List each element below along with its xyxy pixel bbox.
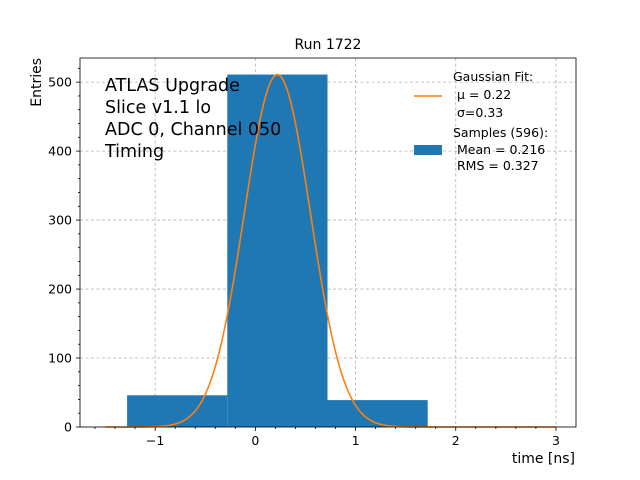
annotation-block: ATLAS Upgrade Slice v1.1 lo ADC 0, Chann…: [104, 76, 281, 162]
gridlines: [80, 58, 576, 428]
histogram-bar-3: [327, 400, 428, 427]
legend-samples-line-3: RMS = 0.327: [457, 158, 539, 173]
annotation-line-3: ADC 0, Channel 050: [105, 120, 281, 140]
x-tick-label: 1: [352, 433, 360, 448]
y-tick-label: 200: [48, 282, 72, 297]
histogram-bars: [127, 74, 428, 427]
legend-fit-line-3: σ=0.33: [457, 105, 503, 120]
y-axis-label: Entries: [29, 58, 45, 107]
legend-samples-line-2: Mean = 0.216: [457, 142, 545, 157]
x-tick-label: −1: [146, 433, 164, 448]
histogram-bar-1: [127, 395, 228, 427]
annotation-line-1: ATLAS Upgrade: [105, 76, 240, 96]
x-tick-label: 3: [552, 433, 560, 448]
y-tick-label: 100: [48, 351, 72, 366]
legend-samples-line-1: Samples (596):: [453, 125, 548, 140]
x-tick-label: 2: [452, 433, 460, 448]
y-tick-label: 0: [64, 420, 72, 435]
legend-samples-swatch: [414, 145, 442, 155]
legend-fit-line-1: Gaussian Fit:: [453, 69, 533, 84]
plot-frame: [79, 57, 577, 428]
annotation-line-2: Slice v1.1 lo: [105, 98, 211, 118]
y-tick-label: 300: [48, 213, 72, 228]
histogram-bar-2: [227, 74, 328, 427]
x-tick-label: 0: [251, 433, 259, 448]
x-axis-label: time [ns]: [512, 451, 575, 467]
axis-ticks: −1 0 1 2 3 0 100 200 300 400 500: [48, 67, 560, 448]
y-tick-label: 500: [48, 75, 72, 90]
legend-fit-line-2: μ = 0.22: [457, 87, 511, 102]
annotation-line-4: Timing: [104, 142, 164, 162]
legend: Gaussian Fit: μ = 0.22 σ=0.33 Samples (5…: [414, 69, 548, 173]
y-tick-label: 400: [48, 144, 72, 159]
chart-title: Run 1722: [295, 37, 362, 53]
